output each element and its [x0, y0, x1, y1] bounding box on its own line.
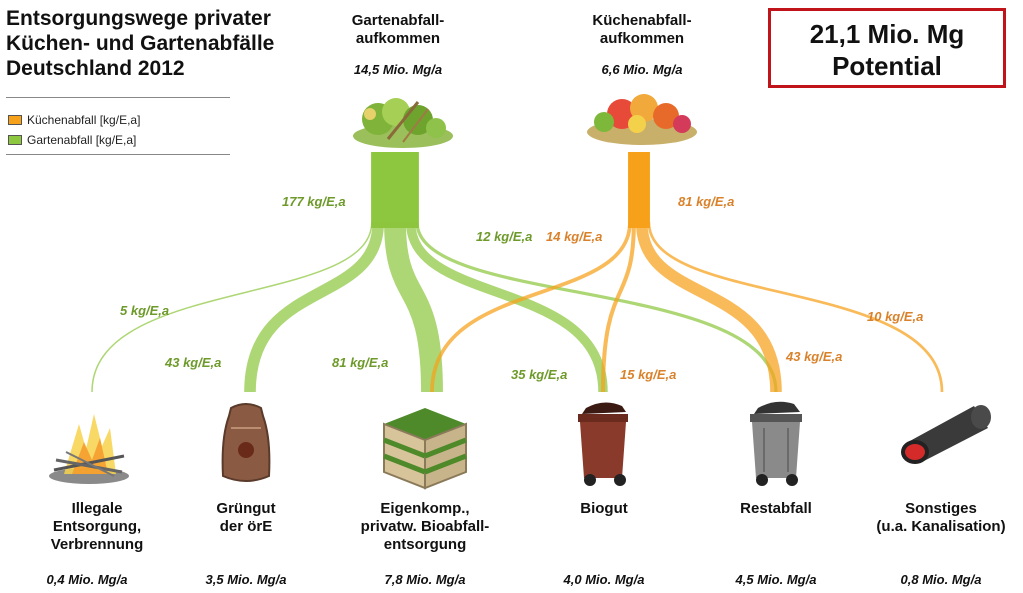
divider [6, 154, 230, 155]
flow-label-kitchen-biogut: 15 kg/E,a [620, 367, 677, 382]
source-label-line: aufkommen [355, 30, 441, 47]
source-amount-garden: 14,5 Mio. Mg/a [353, 62, 443, 77]
flow-label-kitchen-eigenkomp: 14 kg/E,a [546, 229, 603, 244]
sack-icon [221, 403, 271, 482]
destination-label-line: (u.a. Kanalisation) [876, 518, 1006, 535]
flow-label-garden-restabfall: 12 kg/E,a [476, 229, 533, 244]
destination-label-line: Eigenkomp., [380, 500, 470, 517]
potential-box: 21,1 Mio. Mg Potential [768, 8, 1006, 88]
destination-amount-biogut: 4,0 Mio. Mg/a [563, 572, 645, 587]
flow-label-garden-biogut: 35 kg/E,a [511, 367, 568, 382]
source-label-line: Gartenabfall- [351, 12, 445, 29]
flow-label-garden-gruengut: 43 kg/E,a [165, 355, 222, 370]
title-line: Entsorgungswege privater [6, 7, 271, 30]
flow-ribbon [384, 221, 443, 393]
diagram-title: Entsorgungswege privater Küchen- und Gar… [6, 6, 274, 81]
legend-swatch-garden [8, 135, 22, 145]
flow-ribbon [244, 221, 385, 393]
destination-amount-illegal: 0,4 Mio. Mg/a [46, 572, 128, 587]
destination-label-line: Restabfall [740, 500, 812, 517]
destination-label-line: Illegale [71, 500, 123, 517]
compost-bin-icon [383, 408, 467, 490]
title-line: Deutschland 2012 [6, 57, 185, 80]
flow-ribbon [405, 221, 608, 393]
legend-label-garden: Gartenabfall [kg/E,a] [27, 133, 137, 147]
destination-label-line: der örE [219, 518, 273, 535]
destination-label-line: Entsorgung, [52, 518, 142, 535]
flow-trunk-garden [371, 152, 419, 228]
legend-swatch-kitchen [8, 115, 22, 125]
destination-amount-sonstiges: 0,8 Mio. Mg/a [900, 572, 982, 587]
flow-label-kitchen-total: 81 kg/E,a [678, 194, 735, 209]
destination-label-restabfall: Restabfall [691, 500, 861, 518]
destination-label-line: privatw. Bioabfall- [360, 518, 490, 535]
flow-ribbon [415, 221, 778, 393]
legend-item-garden: Gartenabfall [kg/E,a] [8, 130, 140, 150]
legend: Küchenabfall [kg/E,a] Gartenabfall [kg/E… [8, 110, 140, 150]
flow-ribbon [647, 221, 944, 393]
flow-ribbon [635, 221, 782, 393]
source-label-line: aufkommen [599, 30, 685, 47]
potential-value: 21,1 Mio. Mg [809, 19, 965, 49]
flow-label-kitchen-restabfall: 43 kg/E,a [786, 349, 843, 364]
destination-label-biogut: Biogut [519, 500, 689, 518]
potential-label: Potential [832, 51, 942, 81]
fire-icon [49, 414, 129, 484]
grey-bin-icon [750, 401, 802, 486]
flow-ribbon [430, 221, 632, 393]
destination-label-eigenkomp: Eigenkomp., privatw. Bioabfall- entsorgu… [340, 500, 510, 554]
source-label-kitchen: Küchenabfall- aufkommen [552, 12, 732, 48]
legend-item-kitchen: Küchenabfall [kg/E,a] [8, 110, 140, 130]
destination-label-line: Biogut [580, 500, 628, 517]
kitchen-waste-icon [587, 94, 697, 145]
flow-label-garden-illegal: 5 kg/E,a [120, 303, 170, 318]
destination-label-line: entsorgung [383, 536, 467, 553]
brown-bin-icon [578, 402, 628, 486]
flow-label-garden-eigenkomp: 81 kg/E,a [332, 355, 389, 370]
destination-label-illegal: Illegale Entsorgung, Verbrennung [12, 500, 182, 554]
flow-ribbon [600, 221, 636, 393]
destination-label-line: Sonstiges [905, 500, 977, 517]
source-label-line: Küchenabfall- [592, 12, 692, 29]
flow-label-kitchen-sonstiges: 10 kg/E,a [867, 309, 924, 324]
flow-ribbon [91, 221, 373, 393]
pipe-icon [901, 405, 991, 464]
destination-label-sonstiges: Sonstiges (u.a. Kanalisation) [856, 500, 1023, 536]
destination-label-line: Verbrennung [50, 536, 144, 553]
source-label-garden: Gartenabfall- aufkommen [308, 12, 488, 48]
destination-amount-restabfall: 4,5 Mio. Mg/a [735, 572, 817, 587]
destination-amount-eigenkomp: 7,8 Mio. Mg/a [384, 572, 466, 587]
destination-amount-gruengut: 3,5 Mio. Mg/a [205, 572, 287, 587]
flow-label-garden-total: 177 kg/E,a [282, 194, 346, 209]
flow-trunk-kitchen [628, 152, 650, 228]
legend-label-kitchen: Küchenabfall [kg/E,a] [27, 113, 141, 127]
destination-label-line: Grüngut [216, 500, 276, 517]
title-line: Küchen- und Gartenabfälle [6, 32, 275, 55]
destination-label-gruengut: Grüngut der örE [161, 500, 331, 536]
source-amount-kitchen: 6,6 Mio. Mg/a [601, 62, 683, 77]
divider [6, 97, 230, 98]
garden-waste-icon [353, 98, 453, 148]
